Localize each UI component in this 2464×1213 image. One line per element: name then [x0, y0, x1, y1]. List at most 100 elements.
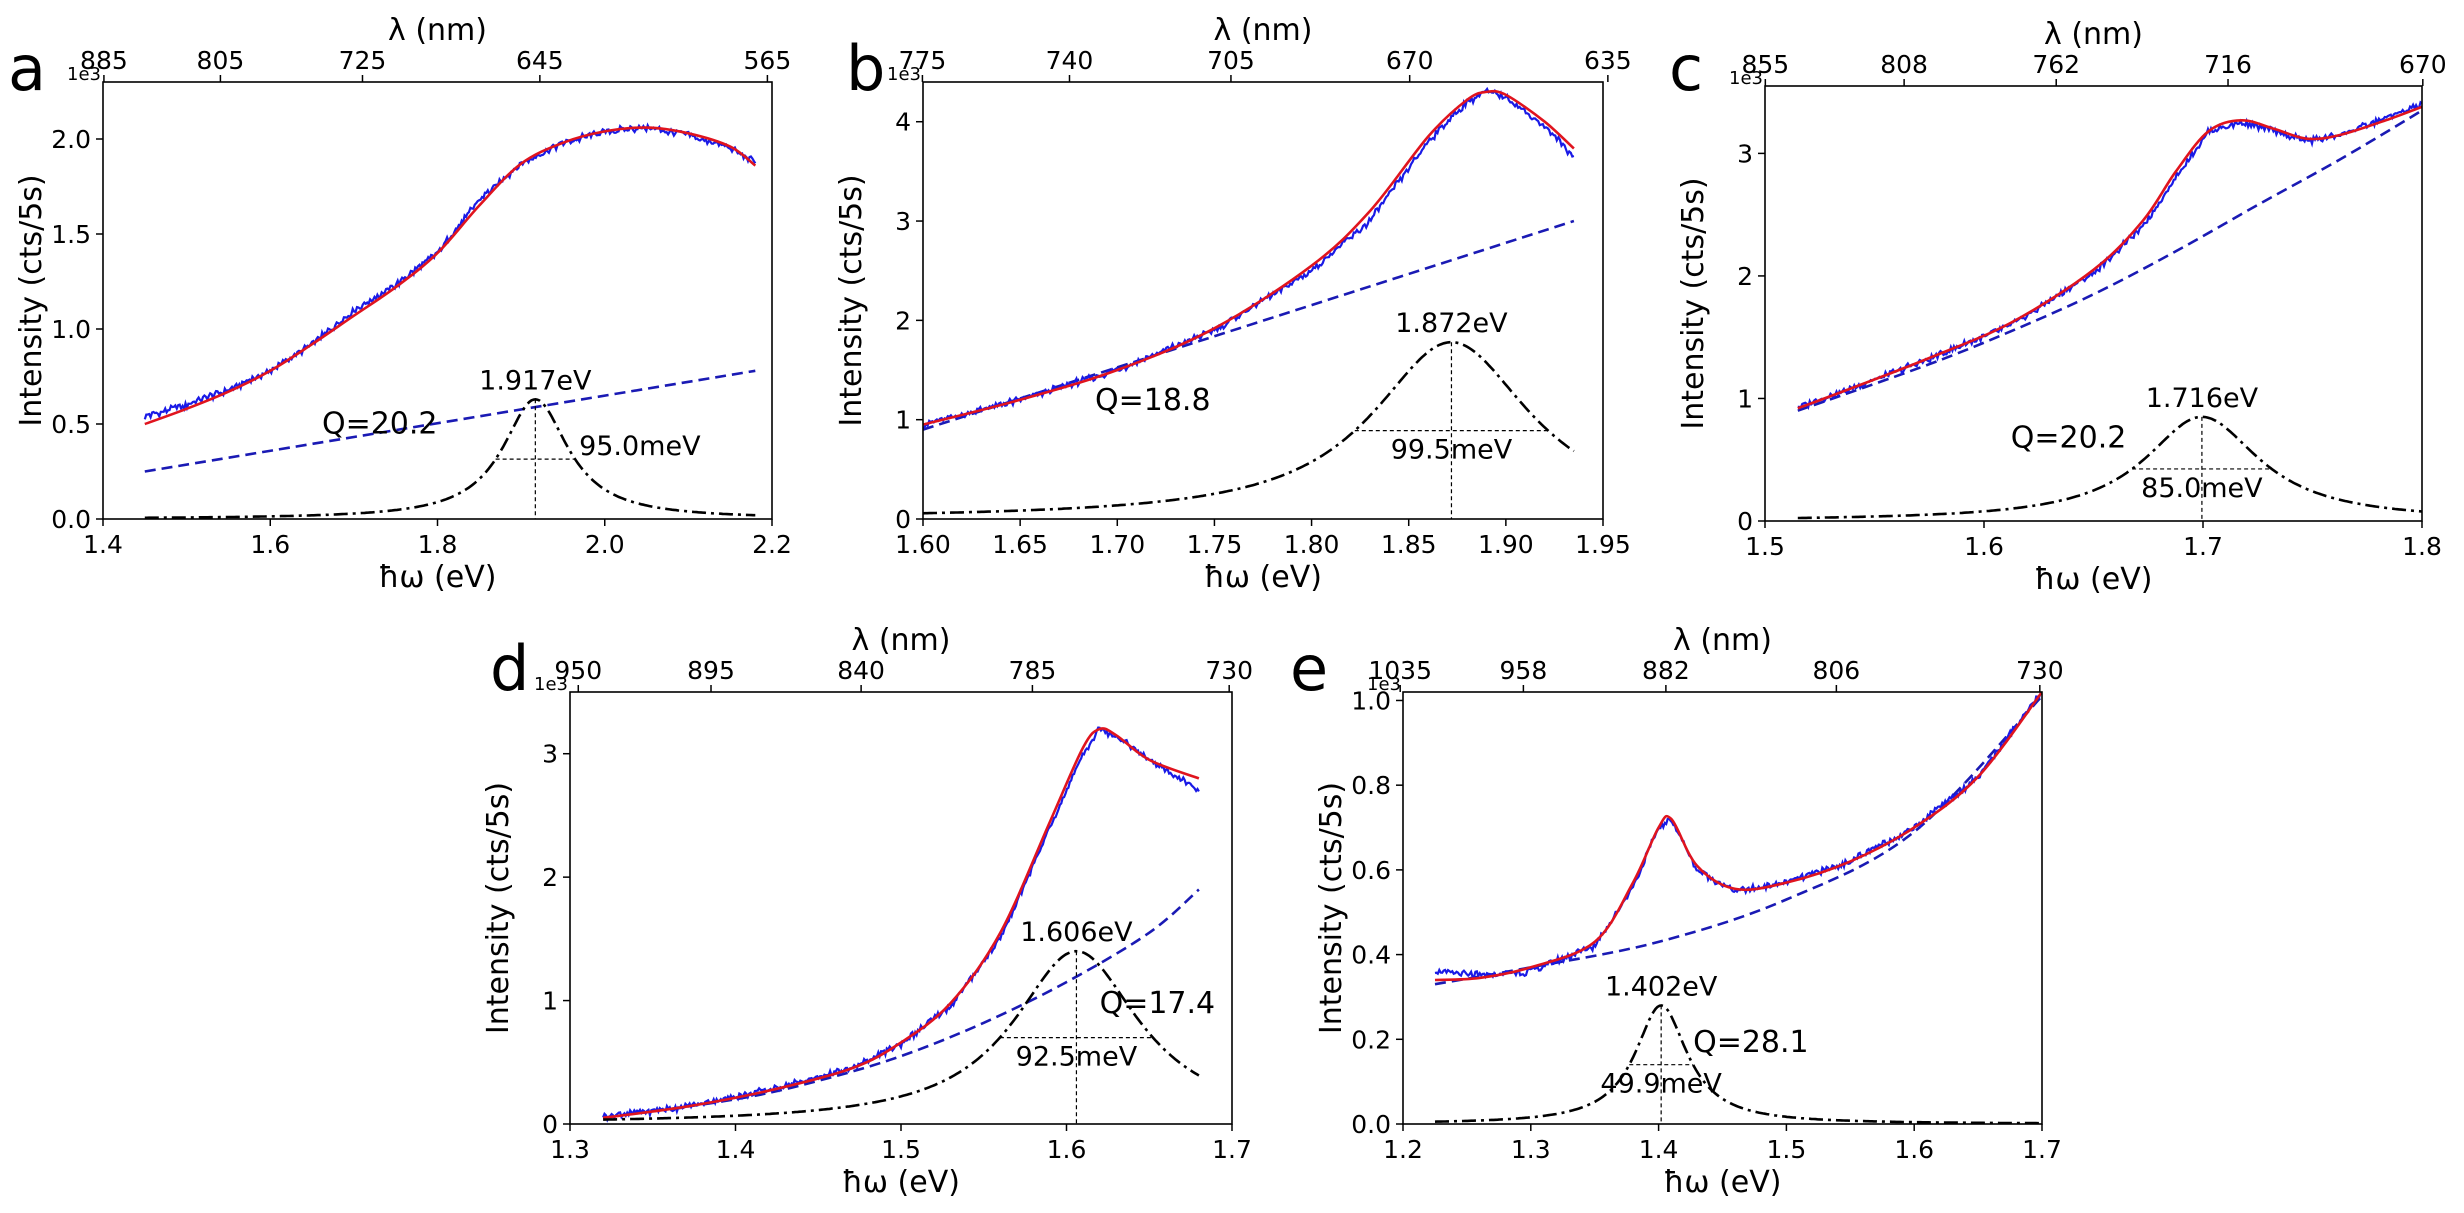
y-tick-label: 0.4 [1351, 941, 1391, 970]
y-tick-label: 0.0 [1351, 1110, 1391, 1139]
fit-curve-d [602, 727, 1200, 1120]
top-tick-label: 950 [554, 656, 602, 685]
x-tick-label: 1.95 [1575, 530, 1631, 559]
plot-area-d [602, 726, 1200, 1124]
top-tick-label: 635 [1584, 46, 1632, 75]
y-tick-label: 0.6 [1351, 856, 1391, 885]
y-tick-label: 1.0 [1351, 686, 1391, 715]
panel-e: 1.2 1.3 1.4 1.5 1.6 1.7 0.0 0.2 0.4 0.6 0.8 1.01035… [1290, 623, 2064, 1200]
lorentzian-curve-a [144, 397, 756, 519]
y-tick-label: 0 [542, 1110, 558, 1139]
fwhm-label: 49.9meV [1600, 1069, 1722, 1100]
y-tick-label: 0.5 [51, 410, 91, 439]
y-tick-label: 0.2 [1351, 1025, 1391, 1054]
top-tick-label: 895 [687, 656, 735, 685]
q-factor-label: Q=28.1 [1693, 1025, 1809, 1060]
y-tick-label: 0 [895, 505, 911, 534]
x-axis-label: ħω (eV) [1664, 1165, 1782, 1200]
x-tick-label: 1.4 [716, 1135, 756, 1164]
y-tick-label: 2 [542, 863, 558, 892]
background-line-e [1434, 695, 2042, 986]
plot-area-a [143, 122, 757, 519]
y-axis-label: Intensity (cts/5s) [481, 782, 516, 1034]
y-axis-label: Intensity (cts/5s) [1314, 782, 1349, 1034]
fwhm-label: 85.0meV [2141, 473, 2263, 504]
axes-frame-c [1764, 85, 2423, 522]
fwhm-label: 92.5meV [1016, 1042, 1138, 1073]
y-tick-label: 1 [895, 406, 911, 435]
top-tick-label: 805 [197, 46, 245, 75]
background-line-c [1797, 109, 2422, 412]
x-axis-label: ħω (eV) [2035, 562, 2153, 597]
measured-spectrum-a [143, 122, 757, 421]
top-tick-label: 1035 [1368, 656, 1432, 685]
top-tick-label: 740 [1046, 46, 1094, 75]
top-tick-label: 855 [1741, 50, 1789, 79]
q-factor-label: Q=17.4 [1100, 986, 1216, 1021]
top-tick-label: 785 [1009, 656, 1057, 685]
y-tick-label: 0 [1737, 507, 1753, 536]
y-tick-label: 3 [1737, 139, 1753, 168]
top-tick-label: 670 [2399, 50, 2447, 79]
top-axis-label: λ (nm) [2044, 17, 2143, 52]
x-tick-label: 1.7 [1212, 1135, 1252, 1164]
x-tick-label: 1.7 [2022, 1135, 2062, 1164]
fit-curve-c [1797, 105, 2422, 410]
plot-area-e [1434, 692, 2042, 1124]
plot-area-c [1797, 100, 2422, 521]
background-line-a [144, 369, 756, 473]
lorentzian-curve-d [603, 949, 1200, 1121]
x-axis-label: ħω (eV) [842, 1165, 960, 1200]
x-tick-label: 1.6 [1047, 1135, 1087, 1164]
measured-spectrum-b [923, 86, 1575, 429]
background-line-d [602, 888, 1200, 1120]
top-tick-label: 958 [1500, 656, 1548, 685]
x-tick-label: 1.4 [1639, 1135, 1679, 1164]
top-tick-label: 808 [1880, 50, 1928, 79]
peak-energy-label: 1.402eV [1605, 971, 1718, 1002]
y-tick-label: 1 [1737, 384, 1753, 413]
measured-spectrum-e [1434, 692, 2042, 980]
y-tick-label: 1.5 [51, 220, 91, 249]
y-tick-label: 2.0 [51, 125, 91, 154]
top-axis-label: λ (nm) [1214, 13, 1313, 48]
x-tick-label: 1.5 [881, 1135, 921, 1164]
top-tick-label: 806 [1813, 656, 1861, 685]
q-factor-label: Q=20.2 [2011, 420, 2127, 455]
panel-letter: b [846, 32, 885, 105]
top-tick-label: 705 [1207, 46, 1255, 75]
x-tick-label: 1.6 [1964, 532, 2004, 561]
peak-energy-label: 1.716eV [2146, 383, 2259, 414]
y-tick-label: 3 [542, 740, 558, 769]
y-exponent-label: 1e3 [1367, 674, 1401, 695]
lorentzian-curve-c [1797, 415, 2422, 520]
top-tick-label: 762 [2032, 50, 2080, 79]
background-line-b [923, 219, 1575, 431]
x-tick-label: 2.0 [585, 530, 625, 559]
panel-letter: d [490, 632, 529, 705]
top-tick-label: 882 [1642, 656, 1690, 685]
x-tick-label: 1.4 [83, 530, 123, 559]
fit-curve-b [923, 89, 1575, 426]
top-tick-label: 645 [516, 46, 564, 75]
x-axis-label: ħω (eV) [379, 560, 497, 595]
y-tick-label: 3 [895, 207, 911, 236]
panel-a: 1.4 1.6 1.8 2.0 2.2 0.0 0.5 1.0 1.5 2.0 885 805 725 6… [8, 13, 792, 595]
q-factor-label: Q=18.8 [1095, 383, 1211, 418]
q-factor-label: Q=20.2 [322, 407, 438, 442]
y-axis-label: Intensity (cts/5s) [1676, 177, 1711, 429]
x-tick-label: 1.85 [1381, 530, 1437, 559]
top-axis-label: λ (nm) [852, 623, 951, 658]
x-tick-label: 1.7 [2183, 532, 2223, 561]
top-tick-label: 716 [2204, 50, 2252, 79]
x-tick-label: 1.3 [1511, 1135, 1551, 1164]
x-tick-label: 1.70 [1089, 530, 1145, 559]
x-axis-label: ħω (eV) [1204, 560, 1322, 595]
y-tick-label: 4 [895, 108, 911, 137]
y-tick-label: 1 [542, 987, 558, 1016]
top-tick-label: 775 [899, 46, 947, 75]
y-tick-label: 2 [1737, 262, 1753, 291]
peak-energy-label: 1.917eV [479, 365, 592, 396]
panel-letter: c [1669, 32, 1703, 105]
